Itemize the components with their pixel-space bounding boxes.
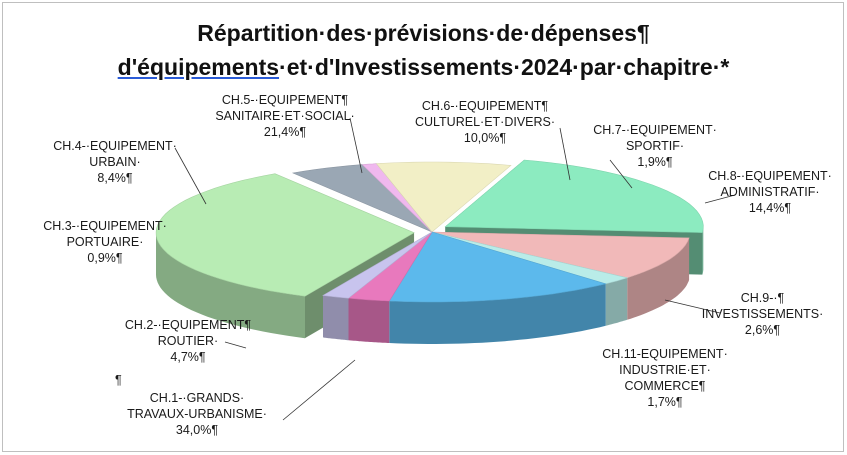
chart-title-line2: d'équipements·et·d'Investissements·2024·… — [0, 50, 847, 84]
slice-label-2-line-1: CH.2-·EQUIPEMENT¶ — [124, 318, 252, 332]
slice-label-4-line-1: CH.4-·EQUIPEMENT· — [53, 139, 177, 153]
slice-label-9-line-2: INVESTISSEMENTS· — [701, 307, 824, 321]
slice-label-3-line-2: PORTUAIRE· — [66, 235, 144, 249]
slice-label-3: CH.3-·EQUIPEMENT· PORTUAIRE· 0,9%¶ — [30, 218, 180, 266]
stray-paragraph-mark: ¶ — [115, 373, 122, 387]
slice-label-8-line-1: CH.8-·EQUIPEMENT· — [708, 169, 832, 183]
pie-slice-1 — [155, 173, 415, 297]
slice-label-1-line-1: CH.1-·GRANDS· — [149, 391, 245, 405]
pie-slice-6 — [431, 231, 690, 279]
leader-line-4 — [174, 147, 207, 205]
slice-label-7-line-1: CH.7-·EQUIPEMENT· — [593, 123, 717, 137]
slice-label-6-line-3: 10,0%¶ — [463, 131, 507, 145]
pie-slice-8 — [388, 231, 607, 303]
leader-line-7 — [609, 159, 633, 189]
leader-line-1 — [282, 359, 356, 421]
slice-label-8: CH.8-·EQUIPEMENT· ADMINISTRATIF· 14,4%¶ — [700, 168, 840, 216]
slice-label-6-line-2: CULTUREL·ET·DIVERS· — [414, 115, 556, 129]
slice-label-4: CH.4-·EQUIPEMENT· URBAIN· 8,4%¶ — [40, 138, 190, 186]
slice-label-5-line-2: SANITAIRE·ET·SOCIAL· — [215, 109, 355, 123]
pie-slice-10 — [322, 231, 433, 299]
pie-slice-side-7 — [605, 277, 628, 326]
slice-label-8-line-2: ADMINISTRATIF· — [720, 185, 820, 199]
slice-label-9: CH.9-·¶ INVESTISSEMENTS· 2,6%¶ — [690, 290, 835, 338]
slice-label-3-line-3: 0,9%¶ — [87, 251, 123, 265]
leader-line-5 — [349, 117, 363, 174]
leader-line-9 — [664, 299, 721, 314]
slice-label-9-line-3: 2,6%¶ — [744, 323, 781, 337]
leader-line-8 — [704, 194, 736, 204]
slice-label-10: CH.11-EQUIPEMENT· INDUSTRIE·ET· COMMERCE¶ 1… — [590, 346, 740, 410]
slice-label-4-line-3: 8,4%¶ — [97, 171, 133, 185]
slice-label-10-line-1: CH.11-EQUIPEMENT· — [602, 347, 728, 361]
pie-slice-5 — [444, 159, 704, 233]
slice-label-8-line-3: 14,4%¶ — [748, 201, 792, 215]
slice-label-7: CH.7-·EQUIPEMENT· SPORTIF· 1,9%¶ — [580, 122, 730, 170]
leader-line-2 — [224, 341, 247, 349]
pie-slice-side-5 — [702, 226, 704, 275]
slice-label-9-line-1: CH.9-·¶ — [740, 291, 785, 305]
slice-label-6-line-1: CH.6-·EQUIPEMENT¶ — [421, 99, 549, 113]
slice-label-10-line-2: INDUSTRIE·ET· — [619, 363, 711, 377]
pie-slice-side-10 — [323, 295, 349, 341]
slice-label-10-line-3: COMMERCE¶ — [624, 379, 706, 393]
pie-slice-side-6 — [627, 237, 690, 320]
slice-label-2-line-3: 4,7%¶ — [170, 350, 206, 364]
slice-label-2-line-2: ROUTIER· — [157, 334, 219, 348]
slice-label-10-line-4: 1,7%¶ — [647, 395, 683, 409]
pie-slice-side-9 — [348, 298, 390, 343]
slice-label-5: CH.5-·EQUIPEMENT¶ SANITAIRE·ET·SOCIAL· 21,… — [200, 92, 370, 140]
slice-label-1-line-2: TRAVAUX-URBANISME· — [127, 407, 267, 421]
slice-label-5-line-1: CH.5-·EQUIPEMENT¶ — [221, 93, 349, 107]
pie-slice-2 — [291, 164, 433, 233]
pie-slice-side-8 — [389, 283, 606, 344]
slice-label-7-line-3: 1,9%¶ — [637, 155, 673, 169]
pie-slice-4 — [375, 161, 512, 233]
chart-title-underlined: d'équipements — [117, 54, 280, 80]
chart-title-rest: ·et·d'Investissements·2024·par·chapitre·… — [279, 54, 730, 80]
leader-line-6 — [559, 127, 571, 181]
pie-slice-side-1 — [156, 232, 305, 339]
slice-label-7-line-2: SPORTIF· — [625, 139, 685, 153]
slice-label-3-line-1: CH.3-·EQUIPEMENT· — [43, 219, 167, 233]
chart-title-line1: Répartition·des·prévisions·de·dépenses¶ — [197, 20, 650, 46]
slice-label-5-line-3: 21,4%¶ — [263, 125, 307, 139]
slice-label-6: CH.6-·EQUIPEMENT¶ CULTUREL·ET·DIVERS· 10,0… — [405, 98, 565, 146]
slice-label-2: CH.2-·EQUIPEMENT¶ ROUTIER· 4,7%¶ — [108, 317, 268, 365]
slice-label-1-line-3: 34,0%¶ — [175, 423, 219, 437]
slice-label-4-line-2: URBAIN· — [89, 155, 141, 169]
slice-label-1: CH.1-·GRANDS· TRAVAUX-URBANISME· 34,0%¶ — [112, 390, 282, 438]
